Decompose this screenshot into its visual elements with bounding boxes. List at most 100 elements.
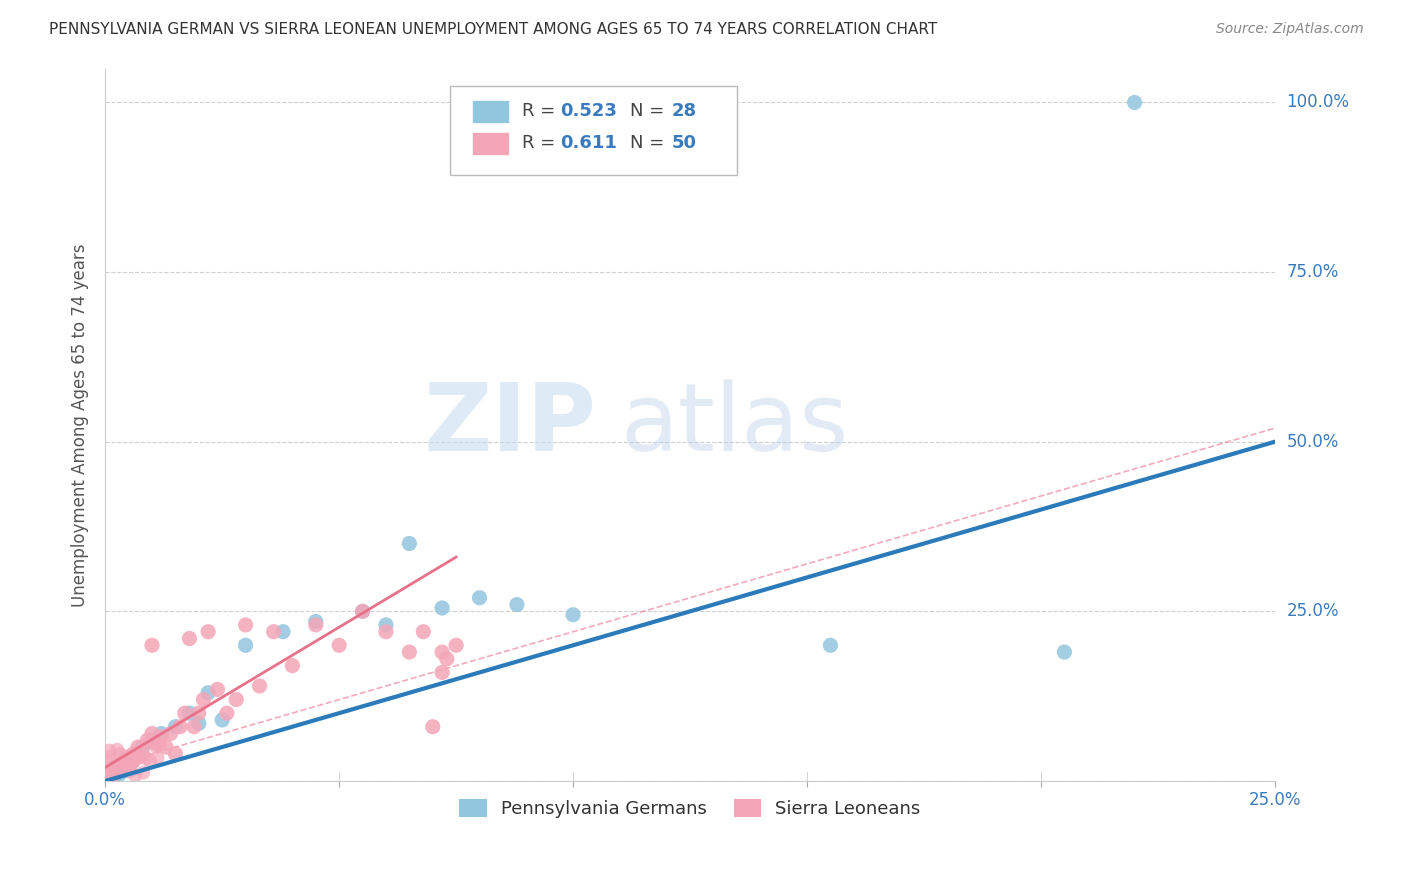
Point bbox=[183, 720, 205, 734]
Point bbox=[138, 735, 160, 749]
Point bbox=[305, 615, 328, 629]
Point bbox=[105, 742, 128, 756]
Point bbox=[235, 618, 257, 632]
Point bbox=[108, 757, 131, 772]
Point bbox=[131, 740, 153, 755]
Point bbox=[165, 747, 187, 761]
Point bbox=[108, 767, 131, 781]
Point bbox=[146, 750, 169, 764]
Point bbox=[118, 764, 141, 779]
Text: 0.611: 0.611 bbox=[560, 135, 617, 153]
Point bbox=[179, 632, 201, 646]
FancyBboxPatch shape bbox=[450, 87, 737, 176]
Point bbox=[374, 624, 396, 639]
Text: 75.0%: 75.0% bbox=[1286, 263, 1339, 281]
Point bbox=[127, 740, 149, 755]
Point bbox=[179, 706, 201, 720]
Text: 50: 50 bbox=[671, 135, 696, 153]
Point bbox=[328, 638, 350, 652]
Point bbox=[155, 740, 177, 755]
Point bbox=[430, 645, 453, 659]
Point bbox=[305, 618, 328, 632]
Point bbox=[103, 760, 125, 774]
Point bbox=[149, 737, 172, 751]
Point bbox=[115, 759, 138, 773]
Legend: Pennsylvania Germans, Sierra Leoneans: Pennsylvania Germans, Sierra Leoneans bbox=[453, 791, 928, 825]
Point bbox=[98, 749, 121, 764]
Point bbox=[112, 754, 135, 768]
Point bbox=[436, 652, 458, 666]
Point bbox=[820, 638, 842, 652]
Point bbox=[1053, 645, 1076, 659]
Point bbox=[352, 604, 374, 618]
Point bbox=[122, 755, 145, 769]
Point bbox=[112, 764, 135, 778]
Point bbox=[117, 757, 139, 772]
Point bbox=[197, 686, 219, 700]
Point bbox=[122, 747, 145, 761]
Y-axis label: Unemployment Among Ages 65 to 74 years: Unemployment Among Ages 65 to 74 years bbox=[72, 243, 89, 607]
Text: atlas: atlas bbox=[620, 379, 848, 471]
Point bbox=[122, 754, 145, 768]
Point bbox=[281, 658, 304, 673]
Point bbox=[110, 759, 132, 773]
Point bbox=[506, 598, 529, 612]
Point bbox=[127, 747, 149, 761]
Point bbox=[117, 760, 139, 774]
Point bbox=[145, 737, 167, 751]
Point bbox=[145, 739, 167, 754]
Point bbox=[562, 607, 585, 622]
Point bbox=[468, 591, 491, 605]
Point bbox=[132, 765, 155, 780]
Point bbox=[193, 692, 215, 706]
Point bbox=[444, 638, 467, 652]
Point bbox=[150, 730, 173, 744]
Point bbox=[117, 750, 139, 764]
Point bbox=[98, 764, 121, 778]
Point bbox=[187, 716, 209, 731]
Point bbox=[422, 720, 444, 734]
Point bbox=[103, 765, 125, 780]
Point bbox=[398, 536, 420, 550]
Point bbox=[96, 771, 118, 785]
Point bbox=[98, 743, 121, 757]
Point bbox=[398, 645, 420, 659]
Point bbox=[263, 624, 285, 639]
Text: 100.0%: 100.0% bbox=[1286, 94, 1350, 112]
Text: PENNSYLVANIA GERMAN VS SIERRA LEONEAN UNEMPLOYMENT AMONG AGES 65 TO 74 YEARS COR: PENNSYLVANIA GERMAN VS SIERRA LEONEAN UN… bbox=[49, 22, 938, 37]
Point bbox=[211, 713, 233, 727]
Point bbox=[141, 726, 163, 740]
Text: 28: 28 bbox=[671, 103, 696, 120]
Point bbox=[131, 747, 153, 761]
Point bbox=[122, 754, 145, 768]
Point bbox=[135, 752, 157, 766]
Point bbox=[225, 692, 247, 706]
Point bbox=[141, 733, 163, 747]
Point bbox=[412, 624, 434, 639]
Point bbox=[112, 760, 135, 774]
Point bbox=[271, 624, 294, 639]
Point bbox=[235, 638, 257, 652]
Text: 25.0%: 25.0% bbox=[1286, 602, 1339, 620]
Point bbox=[215, 706, 238, 720]
Point bbox=[141, 638, 163, 652]
Text: 0.523: 0.523 bbox=[560, 103, 617, 120]
Point bbox=[101, 768, 124, 782]
Point bbox=[1123, 95, 1146, 110]
Point bbox=[430, 601, 453, 615]
Point bbox=[374, 618, 396, 632]
Text: R =: R = bbox=[522, 103, 561, 120]
Point bbox=[187, 706, 209, 720]
Point bbox=[169, 720, 191, 734]
Point bbox=[97, 755, 120, 769]
Point bbox=[173, 706, 195, 720]
Bar bbox=[472, 101, 508, 122]
Point bbox=[98, 767, 121, 781]
Text: N =: N = bbox=[630, 135, 671, 153]
Text: ZIP: ZIP bbox=[423, 379, 596, 471]
Text: Source: ZipAtlas.com: Source: ZipAtlas.com bbox=[1216, 22, 1364, 37]
Point bbox=[120, 761, 142, 775]
Point bbox=[110, 747, 132, 761]
Point bbox=[159, 726, 181, 740]
Text: R =: R = bbox=[522, 135, 567, 153]
